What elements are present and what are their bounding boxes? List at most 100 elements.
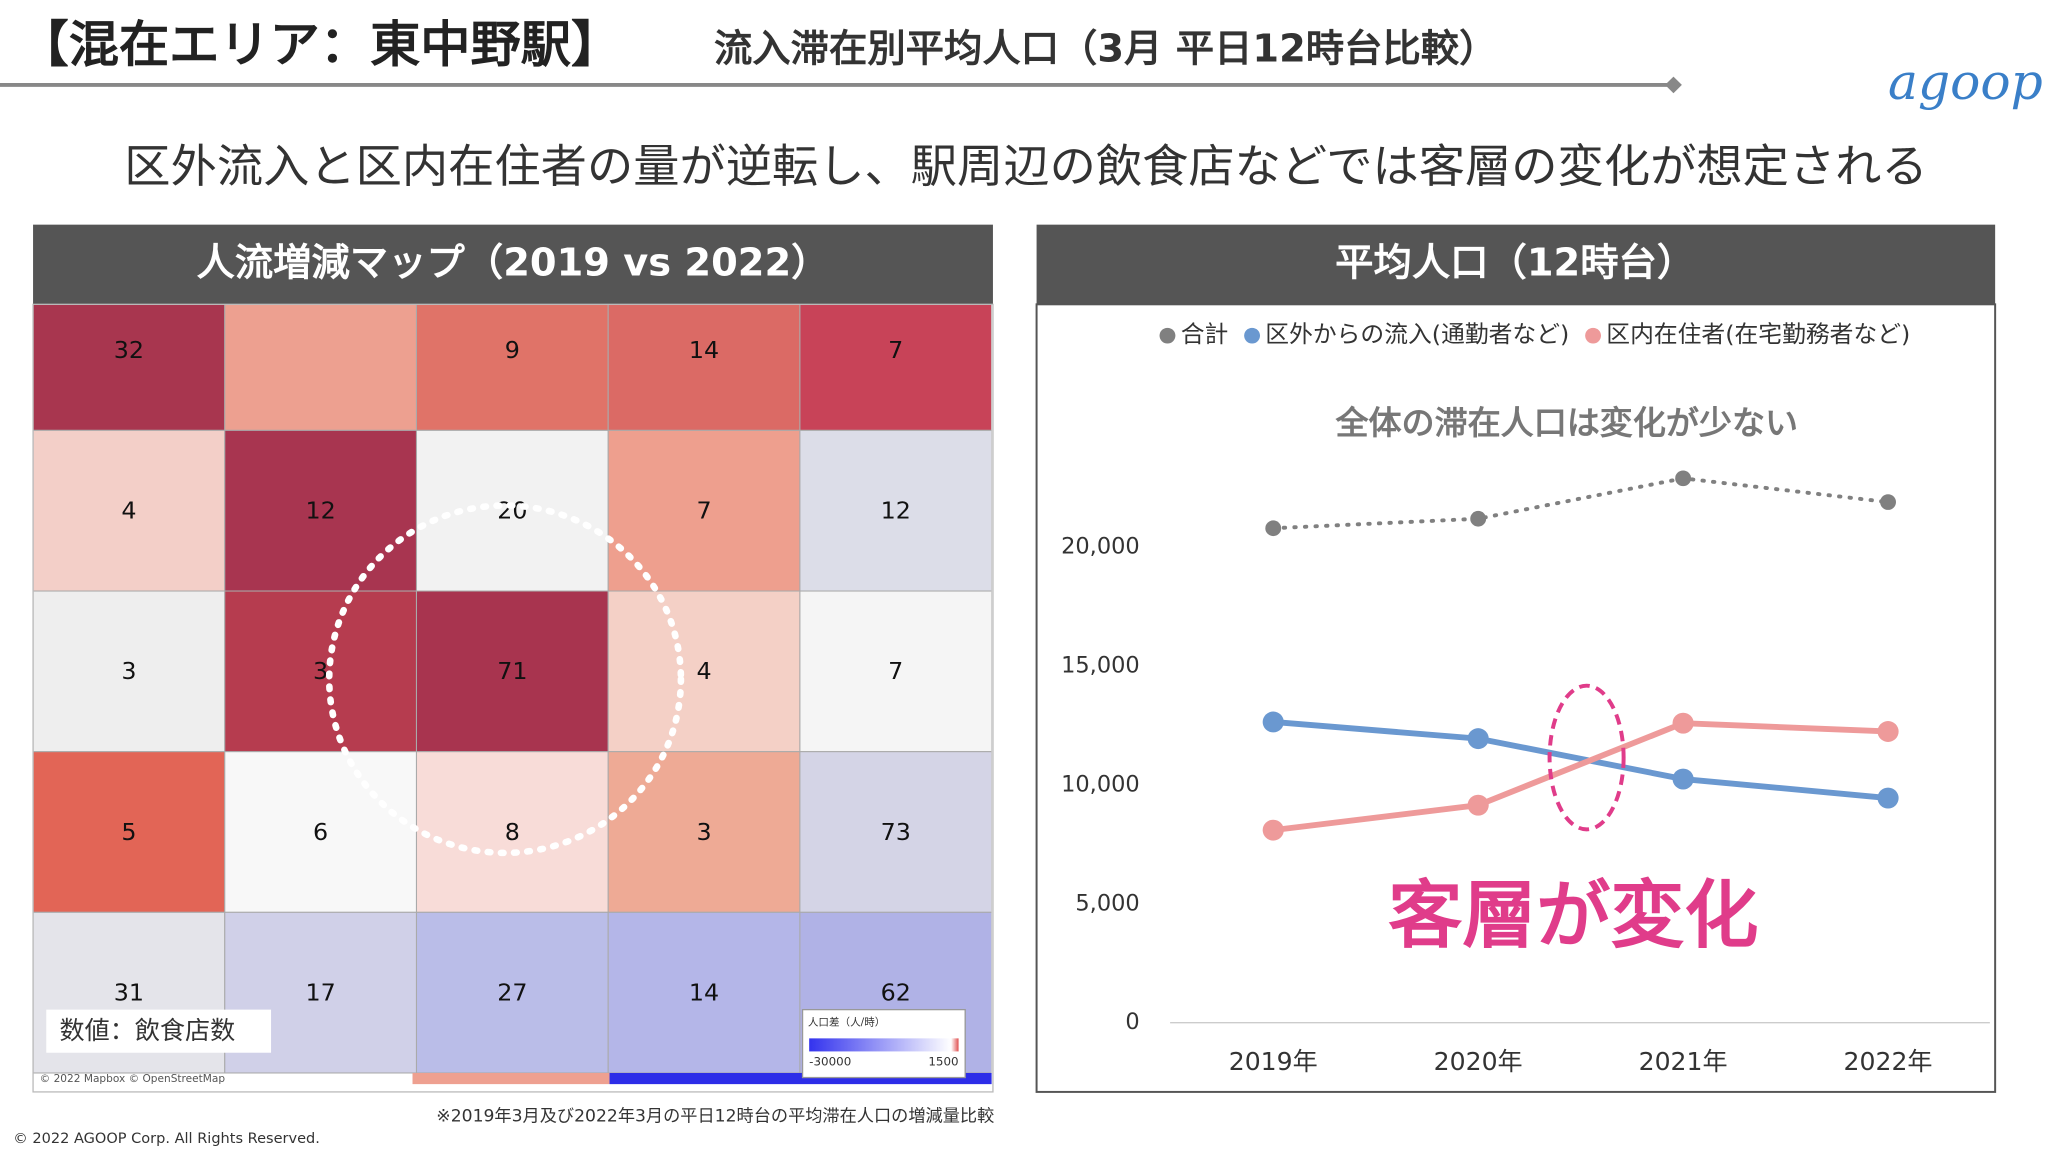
map-cell	[224, 304, 418, 431]
cell-value: 71	[497, 657, 527, 685]
map-cell	[607, 590, 801, 753]
cell-value: 7	[888, 657, 903, 685]
point	[1675, 470, 1692, 487]
series-line	[1270, 719, 1892, 801]
point	[1672, 712, 1694, 734]
map-title: 人流増減マップ（2019 vs 2022）	[196, 241, 829, 285]
y-tick-label: 0	[1125, 1009, 1139, 1035]
point	[1467, 728, 1489, 750]
map-cell	[224, 590, 418, 753]
cell-value: 31	[114, 979, 144, 1007]
cell-value: 14	[689, 979, 719, 1007]
legend-label: 区内在住者(在宅勤務者など)	[1606, 320, 1910, 348]
x-tick-label: 2022年	[1844, 1047, 1933, 1076]
series-line	[1271, 476, 1891, 531]
chart-frame	[1035, 303, 1997, 1093]
point	[1877, 787, 1899, 809]
y-tick-label: 15,000	[1061, 653, 1140, 679]
line-chart: 0 5,000 10,000 15,000 20,000 2019年 2020年 2021年 2…	[1061, 320, 1990, 1076]
cell-value: 9	[505, 336, 520, 364]
cell-value: 6	[313, 818, 328, 846]
cell-value: 3	[313, 657, 328, 685]
cell-value: 14	[689, 336, 719, 364]
map-cell	[33, 429, 226, 592]
map-cell	[33, 751, 226, 913]
focus-circle	[325, 502, 685, 857]
legend-gradient	[809, 1038, 959, 1052]
map-grid: 32 9 14 7 4 12 20 7 12 3 3 71 4 7 5 6 8 3 73 31 17 27 14 62	[33, 304, 992, 1085]
map-edge	[609, 1072, 992, 1085]
map-credit: © 2022 Mapbox © OpenStreetMap	[40, 1073, 226, 1085]
cell-value: 62	[881, 979, 911, 1007]
cell-value: 5	[121, 818, 136, 846]
message: 区外流入と区内在住者の量が逆転し、駅周辺の飲食店などでは客層の変化が想定される	[124, 139, 1927, 193]
legend-marker	[1159, 327, 1176, 344]
cell-value: 32	[114, 336, 144, 364]
map-cell	[799, 304, 992, 431]
crossing-ellipse	[1547, 683, 1626, 832]
legend-title: 人口差（人/時）	[808, 1016, 886, 1029]
title: 【混在エリア：東中野駅】	[19, 16, 622, 74]
cell-value: 17	[305, 979, 335, 1007]
map-cell	[415, 304, 609, 431]
cell-value: 7	[888, 336, 903, 364]
y-tick-label: 5,000	[1075, 890, 1139, 916]
cell-value: 20	[497, 497, 527, 525]
cell-value: 8	[505, 818, 520, 846]
footnote: ※2019年3月及び2022年3月の平日12時台の平均滞在人口の増減量比較	[436, 1107, 994, 1127]
y-tick-label: 10,000	[1061, 772, 1140, 798]
map-title-bar	[33, 224, 993, 305]
map-frame	[32, 303, 994, 1093]
point	[1262, 819, 1284, 841]
series-line	[1270, 720, 1892, 834]
x-tick-label: 2021年	[1639, 1047, 1728, 1076]
rule-diamond	[1665, 76, 1682, 94]
map-cell	[607, 751, 801, 913]
map-cell	[799, 751, 992, 913]
point	[1877, 721, 1899, 742]
point	[1467, 794, 1489, 816]
copyright: © 2022 AGOOP Corp. All Rights Reserved.	[13, 1131, 320, 1147]
legend-marker	[1244, 327, 1261, 344]
map-cell	[607, 911, 801, 1074]
cell-value: 4	[121, 497, 136, 525]
x-tick-label: 2019年	[1229, 1047, 1318, 1076]
cell-value: 3	[121, 657, 136, 685]
map-cell	[224, 751, 418, 913]
cell-value: 3	[696, 818, 711, 846]
cell-value: 73	[881, 818, 911, 846]
x-tick-label: 2020年	[1434, 1047, 1523, 1076]
map-cell	[33, 590, 226, 753]
legend-marker	[1585, 327, 1602, 344]
map-cell	[415, 911, 609, 1074]
cell-value: 12	[305, 497, 335, 525]
map-label-box	[46, 1009, 272, 1053]
y-tick-label: 20,000	[1061, 534, 1140, 560]
logo: agoop	[1888, 53, 2043, 111]
cell-value: 27	[497, 979, 527, 1007]
point	[1470, 510, 1487, 527]
map-cell	[799, 429, 992, 592]
map-cell	[799, 590, 992, 753]
map-cell	[607, 304, 801, 431]
annotation: 全体の滞在人口は変化が少ない	[1334, 404, 1798, 442]
legend-max: 1500	[928, 1054, 958, 1068]
point	[1262, 711, 1284, 733]
chart-title-bar	[1036, 224, 1996, 305]
legend-label: 合計	[1181, 320, 1229, 348]
map-label: 数値：飲食店数	[59, 1016, 235, 1045]
map-cell	[415, 429, 609, 592]
map-cell	[415, 590, 609, 753]
point	[1672, 768, 1694, 790]
chart-title: 平均人口（12時台）	[1335, 241, 1695, 285]
point	[1265, 520, 1282, 537]
annotation: 客層が変化	[1388, 874, 1758, 958]
map-cell	[224, 429, 418, 592]
map-edge	[412, 1072, 610, 1085]
legend-label: 区外からの流入(通勤者など)	[1265, 320, 1569, 348]
map-cell	[415, 751, 609, 913]
cell-value: 4	[696, 657, 711, 685]
cell-value: 7	[696, 497, 711, 525]
map-cell	[33, 304, 226, 431]
